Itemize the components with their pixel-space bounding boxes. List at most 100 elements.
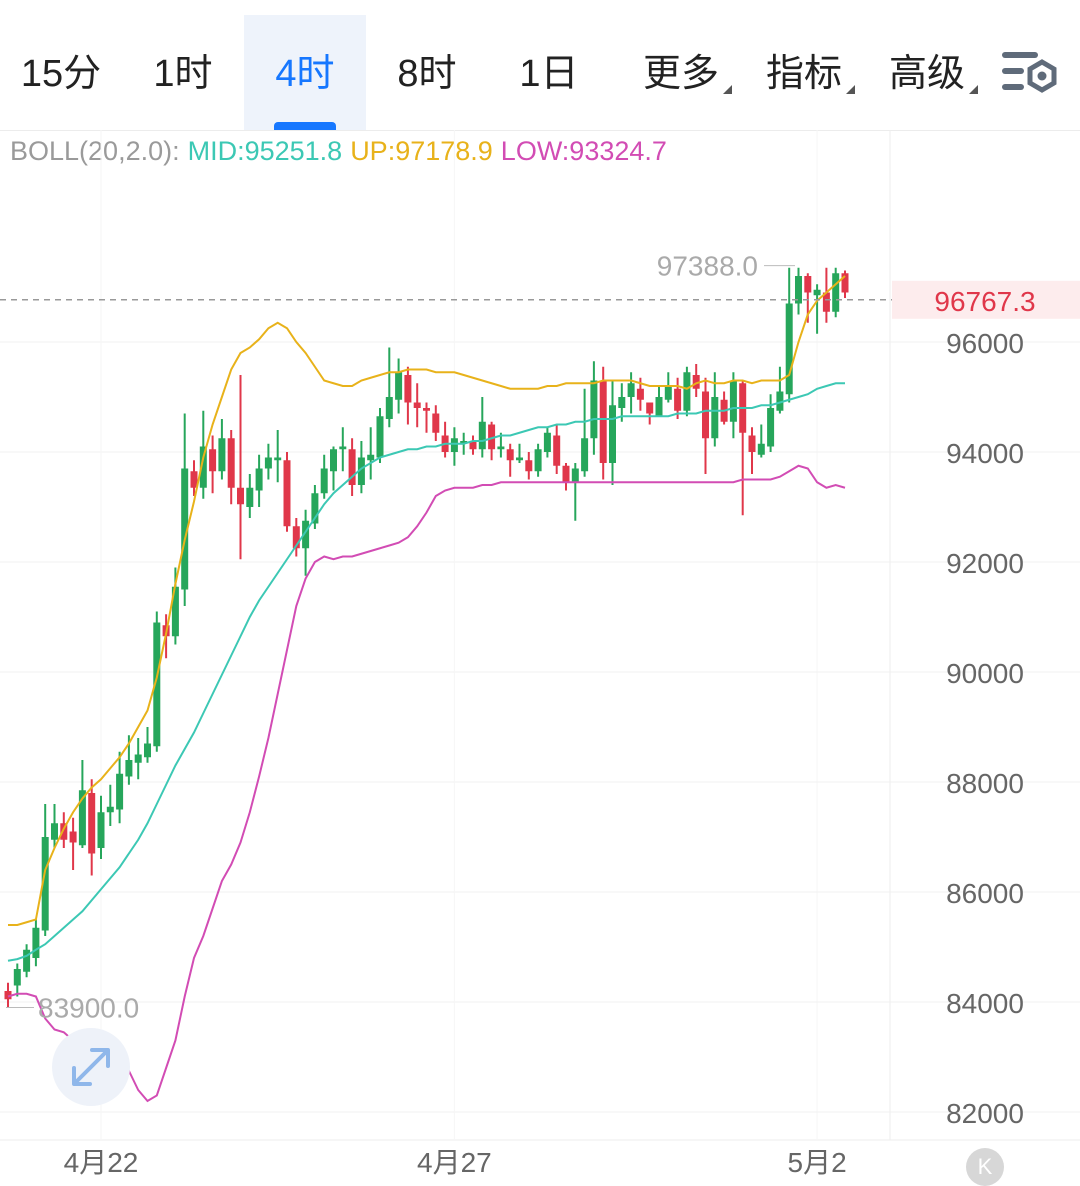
tab-8h[interactable]: 8时 [397,53,457,95]
candle-body-up [543,432,551,452]
candle-body-down [413,402,421,408]
candle-body-down [841,273,849,293]
boll-mid-line [7,382,845,962]
candle-body-up [729,380,737,422]
boll-low-value: LOW:93324.7 [500,136,667,166]
candles-group [4,267,849,1008]
candle-body-up [367,454,375,461]
tab-indicators[interactable]: 指标 [755,15,855,130]
candle-body-down [702,391,709,439]
candle-body-down [348,449,356,485]
candle-body-up [153,622,161,747]
candle-body-up [757,443,765,455]
candle-body-up [255,468,263,491]
min-price-label: 83900.0 [38,993,139,1024]
candle-body-down [190,471,198,488]
boll-up-value: UP:97178.9 [350,136,493,166]
last-price-label: 96767.3 [934,286,1035,317]
candle-body-up [171,586,179,637]
candle-body-up [218,438,226,472]
candle-body-down [292,526,300,549]
candle-body-up [13,969,21,986]
last-price-badge [892,280,1080,319]
candle-body-down [69,831,77,843]
boll-mid-value: MID:95251.8 [187,136,343,166]
candle-body-down [404,375,412,403]
candle-body-up [97,812,105,848]
tab-1d[interactable]: 1日 [519,53,579,95]
candle-body-up [534,449,542,472]
tab-more[interactable]: 更多 [632,15,732,130]
candle-body-up [460,441,468,443]
candle-body-down [804,276,812,293]
tab-4h[interactable]: 4时 [244,15,366,130]
candle-body-up [609,405,616,463]
y-tick-label: 94000 [946,438,1024,469]
candle-body-up [627,383,635,397]
candle-body-up [376,416,384,458]
candle-body-down [599,380,607,463]
boll-lower-line [7,464,846,1103]
candle-body-up [106,806,114,813]
chart-settings-icon[interactable] [1000,48,1060,100]
candle-body-up [357,457,365,485]
candle-body-up [497,446,505,450]
candle-body-up [478,421,486,450]
candle-body-down [227,438,235,488]
candle-body-up [664,386,672,400]
tab-15min[interactable]: 15分 [20,53,102,95]
expand-icon[interactable] [52,1028,130,1106]
y-tick-label: 88000 [946,768,1024,799]
y-tick-label: 96000 [946,328,1024,359]
candle-body-up [246,487,254,507]
dropdown-corner-icon [969,85,978,94]
candle-body-up [516,457,523,461]
tab-advanced[interactable]: 高级 [878,15,978,130]
boll-indicator-legend: BOLL(20,2.0): MID:95251.8 UP:97178.9 LOW:93… [10,136,675,167]
candle-body-up [711,397,719,439]
max-price-label: 97388.0 [657,251,758,282]
candle-body-up [274,457,282,461]
candle-body-down [692,375,700,389]
candle-body-up [832,273,840,312]
candle-body-down [636,388,644,400]
candle-body-up [795,276,802,304]
candle-body-up [655,397,663,417]
candle-body-up [571,468,579,483]
candle-body-down [506,449,514,461]
candle-body-down [822,292,830,312]
k-logo-icon[interactable]: K [966,1148,1004,1186]
candle-body-down [209,449,217,472]
candle-body-up [813,289,821,296]
candle-body-up [51,823,58,840]
candle-body-up [32,927,40,958]
candle-body-down [674,388,682,411]
x-tick-label: 4月27 [417,1147,492,1178]
candle-body-down [646,402,654,414]
y-tick-label: 84000 [946,988,1024,1019]
candle-body-down [423,408,430,411]
x-tick-label: 4月22 [64,1147,139,1178]
dropdown-corner-icon [846,85,855,94]
candle-body-up [311,493,319,524]
candle-body-down [553,435,561,466]
candle-body-down [60,823,68,840]
candle-body-up [78,790,86,846]
boll-upper-line [8,275,846,926]
candle-body-up [767,408,775,447]
candle-body-up [590,380,598,439]
y-tick-label: 86000 [946,878,1024,909]
candle-body-up [302,520,310,549]
tab-1h[interactable]: 1时 [153,53,213,95]
candle-body-up [776,391,784,411]
candle-body-up [181,468,189,590]
candlestick-chart[interactable]: 96000 94000 92000 90000 88000 86000 84000 82000… [0,130,1080,1185]
y-tick-label: 92000 [946,548,1024,579]
candle-body-up [134,754,142,763]
dropdown-corner-icon [723,85,732,94]
candle-body-down [525,460,533,472]
candle-body-down [488,424,496,450]
candle-body-up [199,446,207,488]
candle-body-up [41,837,49,931]
active-tab-indicator [274,122,336,130]
